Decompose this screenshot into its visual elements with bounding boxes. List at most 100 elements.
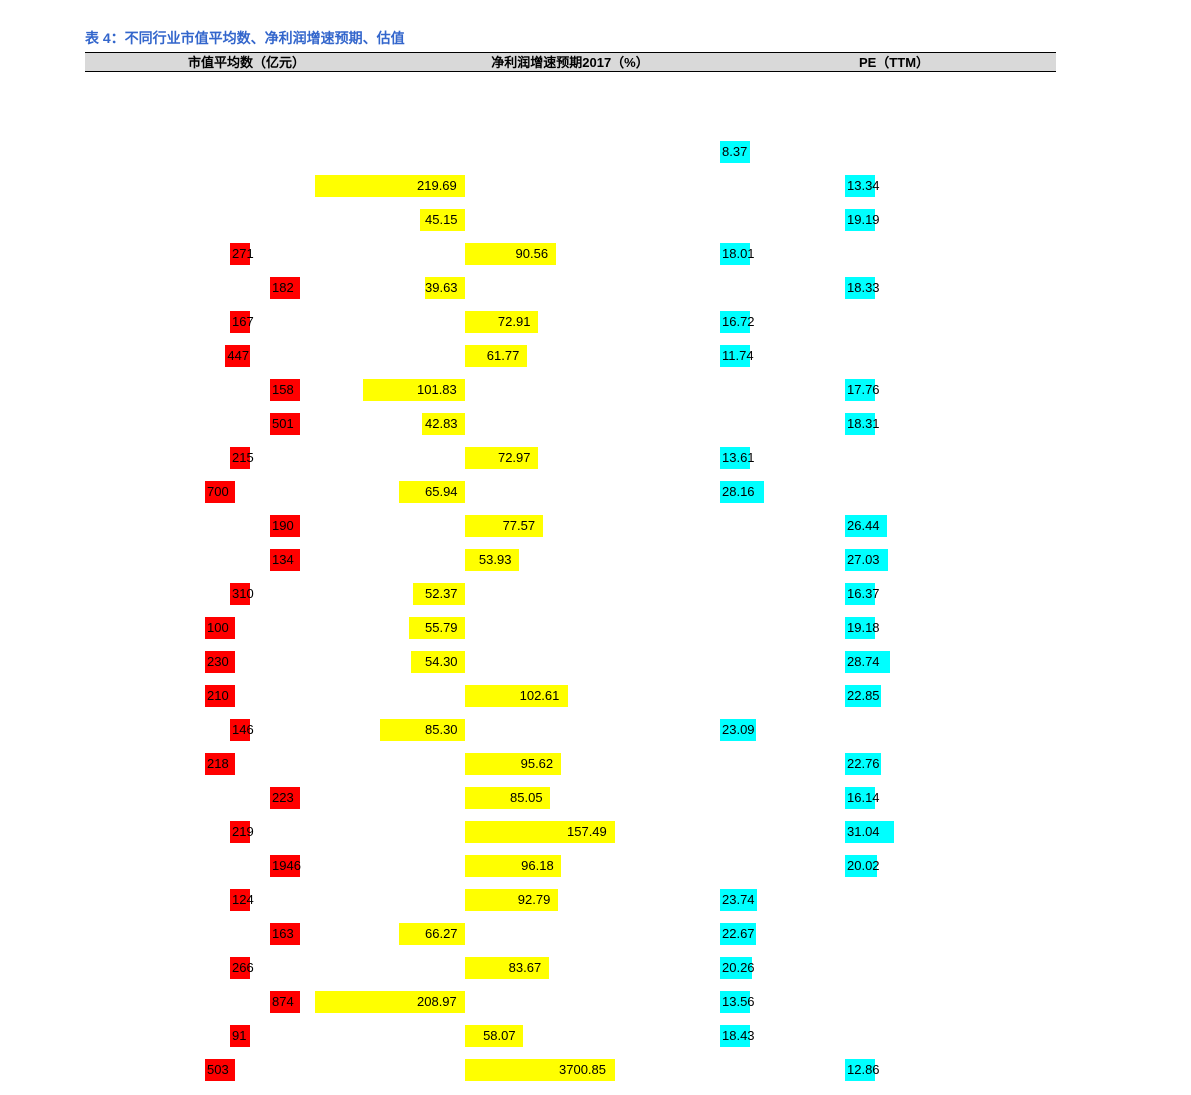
pe-value: 19.18 (847, 617, 880, 639)
pe-value: 13.61 (722, 447, 755, 469)
marketcap-value: 219 (232, 821, 254, 843)
profit-growth-value: 101.83 (417, 379, 457, 401)
table-row: 8.37 (85, 135, 1056, 169)
table-row: 21895.6222.76 (85, 747, 1056, 781)
marketcap-value: 190 (272, 515, 294, 537)
table-row: 874 208.97 13.56 (85, 985, 1056, 1019)
table-row: 146 85.30 23.09 (85, 713, 1056, 747)
marketcap-value: 501 (272, 413, 294, 435)
marketcap-value: 215 (232, 447, 254, 469)
table-row: 266 83.67 20.26 (85, 951, 1056, 985)
marketcap-value: 100 (207, 617, 229, 639)
marketcap-value: 266 (232, 957, 254, 979)
profit-growth-value: 90.56 (516, 243, 549, 265)
table-row: 167 72.91 16.72 (85, 305, 1056, 339)
profit-growth-value: 72.91 (498, 311, 531, 333)
pe-value: 22.76 (847, 753, 880, 775)
table-row: 271 90.56 18.01 (85, 237, 1056, 271)
profit-growth-value: 83.67 (509, 957, 542, 979)
pe-value: 20.26 (722, 957, 755, 979)
profit-growth-value: 58.07 (483, 1025, 516, 1047)
header-col1: 市值平均数（亿元） (85, 53, 408, 71)
marketcap-value: 134 (272, 549, 294, 571)
table-title: 表 4：不同行业市值平均数、净利润增速预期、估值 (85, 28, 405, 48)
pe-value: 11.74 (722, 345, 754, 367)
marketcap-value: 163 (272, 923, 294, 945)
table-row: 9158.0718.43 (85, 1019, 1056, 1053)
table-row: 124 92.79 23.74 (85, 883, 1056, 917)
pe-value: 20.02 (847, 855, 880, 877)
table-row: 230 54.30 28.74 (85, 645, 1056, 679)
pe-value: 8.37 (722, 141, 747, 163)
pe-value: 23.09 (722, 719, 755, 741)
table-row: 50142.8318.31 (85, 407, 1056, 441)
table-header: 市值平均数（亿元） 净利润增速预期2017（%） PE（TTM） (85, 52, 1056, 72)
marketcap-value: 146 (232, 719, 254, 741)
pe-value: 27.03 (847, 549, 880, 571)
marketcap-value: 230 (207, 651, 229, 673)
profit-growth-value: 53.93 (479, 549, 512, 571)
pe-value: 22.85 (847, 685, 880, 707)
table-row: 70065.9428.16 (85, 475, 1056, 509)
marketcap-value: 874 (272, 991, 294, 1013)
marketcap-value: 218 (207, 753, 229, 775)
header-col3: PE（TTM） (732, 53, 1056, 71)
pe-value: 28.16 (722, 481, 755, 503)
pe-value: 16.37 (847, 583, 880, 605)
profit-growth-value: 85.30 (425, 719, 458, 741)
marketcap-value: 158 (272, 379, 294, 401)
marketcap-value: 271 (232, 243, 254, 265)
table-row: 219 157.49 31.04 (85, 815, 1056, 849)
pe-value: 16.72 (722, 311, 755, 333)
profit-growth-value: 208.97 (417, 991, 457, 1013)
marketcap-value: 167 (232, 311, 254, 333)
profit-growth-value: 3700.85 (559, 1059, 606, 1081)
marketcap-value: 91 (232, 1025, 246, 1047)
pe-value: 17.76 (847, 379, 880, 401)
marketcap-value: 210 (207, 685, 229, 707)
profit-growth-value: 65.94 (425, 481, 458, 503)
header-col2: 净利润增速预期2017（%） (408, 53, 732, 71)
table-row: 22385.0516.14 (85, 781, 1056, 815)
profit-growth-value: 157.49 (567, 821, 607, 843)
pe-value: 18.01 (722, 243, 755, 265)
table-row: 215 72.97 13.61 (85, 441, 1056, 475)
profit-growth-value: 92.79 (518, 889, 551, 911)
pe-value: 28.74 (847, 651, 880, 673)
table-row: 134 53.93 27.03 (85, 543, 1056, 577)
pe-value: 22.67 (722, 923, 755, 945)
profit-growth-value: 39.63 (425, 277, 458, 299)
pe-value: 18.31 (847, 413, 880, 435)
pe-value: 19.19 (847, 209, 880, 231)
profit-growth-value: 102.61 (520, 685, 560, 707)
pe-value: 26.44 (847, 515, 880, 537)
profit-growth-value: 72.97 (498, 447, 531, 469)
pe-value: 13.34 (847, 175, 880, 197)
marketcap-value: 503 (207, 1059, 229, 1081)
profit-growth-value: 45.15 (425, 209, 458, 231)
pe-value: 31.04 (847, 821, 880, 843)
table-row: 210 102.61 22.85 (85, 679, 1056, 713)
profit-growth-value: 54.30 (425, 651, 458, 673)
profit-growth-value: 219.69 (417, 175, 457, 197)
marketcap-value: 182 (272, 277, 294, 299)
table-row: 16366.2722.67 (85, 917, 1056, 951)
table-row: 194696.1820.02 (85, 849, 1056, 883)
marketcap-value: 1946 (272, 855, 301, 877)
pe-value: 16.14 (847, 787, 880, 809)
marketcap-value: 310 (232, 583, 254, 605)
profit-growth-value: 52.37 (425, 583, 458, 605)
table-row: 100 55.79 19.18 (85, 611, 1056, 645)
profit-growth-value: 77.57 (503, 515, 536, 537)
marketcap-value: 124 (232, 889, 254, 911)
table-row: 219.69 13.34 (85, 169, 1056, 203)
table-row: 182 39.63 18.33 (85, 271, 1056, 305)
chart-body: 8.37 219.69 13.34 45.15 19.19 271 90.56 18.01 18… (85, 75, 1056, 1075)
marketcap-value: 223 (272, 787, 294, 809)
table-row: 44761.7711.74 (85, 339, 1056, 373)
profit-growth-value: 55.79 (425, 617, 458, 639)
pe-value: 13.56 (722, 991, 755, 1013)
pe-value: 18.33 (847, 277, 880, 299)
pe-value: 23.74 (722, 889, 755, 911)
table-row: 158 101.83 17.76 (85, 373, 1056, 407)
